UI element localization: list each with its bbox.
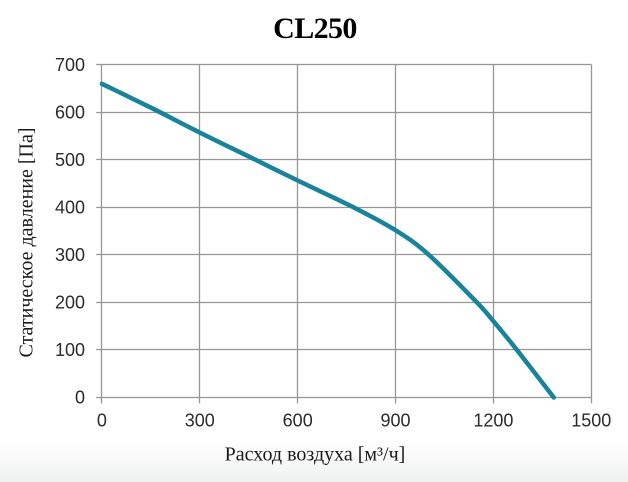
svg-text:600: 600	[283, 411, 313, 431]
svg-text:900: 900	[380, 411, 410, 431]
svg-text:0: 0	[75, 388, 85, 408]
svg-text:Статическое давление [Па]: Статическое давление [Па]	[16, 127, 38, 357]
svg-text:1200: 1200	[473, 411, 513, 431]
svg-text:500: 500	[55, 150, 85, 170]
svg-text:1500: 1500	[571, 411, 611, 431]
svg-text:CL250: CL250	[273, 12, 357, 45]
svg-text:300: 300	[185, 411, 215, 431]
svg-text:400: 400	[55, 198, 85, 218]
svg-text:300: 300	[55, 245, 85, 265]
svg-text:100: 100	[55, 340, 85, 360]
svg-text:200: 200	[55, 293, 85, 313]
svg-text:0: 0	[97, 411, 107, 431]
svg-text:Расход воздуха [м³/ч]: Расход воздуха [м³/ч]	[225, 444, 406, 466]
svg-text:600: 600	[55, 103, 85, 123]
svg-text:700: 700	[55, 55, 85, 75]
